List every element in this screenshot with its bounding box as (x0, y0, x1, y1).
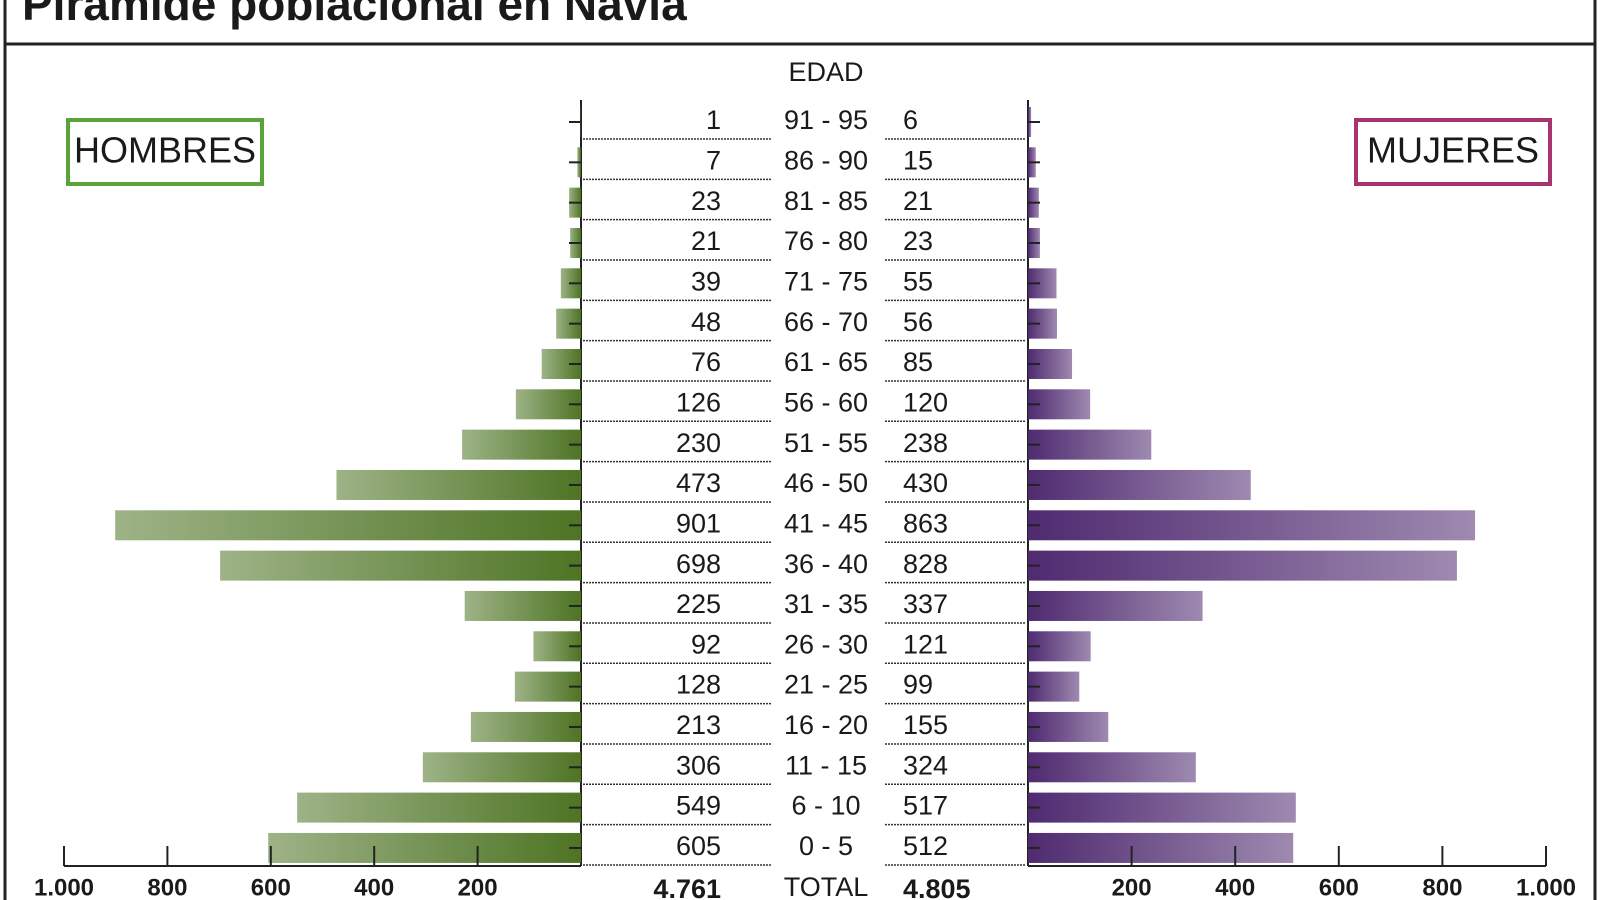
value-label: 23 (691, 186, 721, 216)
value-label: 698 (676, 549, 721, 579)
value-label: 7 (706, 145, 721, 175)
bar (470, 711, 581, 742)
legend-label: MUJERES (1367, 130, 1539, 171)
age-label: 26 - 30 (784, 629, 868, 659)
bar (268, 832, 581, 863)
value-label: 1 (706, 105, 721, 135)
age-label: 71 - 75 (784, 266, 868, 296)
bar (1028, 469, 1251, 500)
total-name: TOTAL (784, 872, 869, 900)
bar (1028, 752, 1196, 783)
value-label: 55 (903, 266, 933, 296)
bar (1028, 510, 1476, 541)
age-label: 21 - 25 (784, 670, 868, 700)
bar (220, 550, 581, 581)
age-label: 0 - 5 (799, 831, 853, 861)
bar (336, 469, 581, 500)
value-label: 39 (691, 266, 721, 296)
age-label: 16 - 20 (784, 710, 868, 740)
age-label: 6 - 10 (791, 791, 860, 821)
age-label: 61 - 65 (784, 347, 868, 377)
legend-label: HOMBRES (74, 130, 256, 171)
chart-title: Pirámide poblacional en Navia (22, 0, 687, 30)
total-label: 4.805 (903, 874, 971, 900)
age-label: 11 - 15 (785, 750, 867, 780)
bar (1028, 792, 1296, 823)
value-label: 324 (903, 750, 948, 780)
age-label: 66 - 70 (784, 307, 868, 337)
age-label: 41 - 45 (784, 508, 868, 538)
age-label: 31 - 35 (784, 589, 868, 619)
bar (464, 590, 581, 621)
x-tick-label: 1.000 (34, 874, 94, 900)
value-label: 126 (676, 387, 721, 417)
x-tick-label: 200 (1112, 874, 1152, 900)
value-label: 76 (691, 347, 721, 377)
bar (1028, 429, 1152, 460)
value-label: 863 (903, 508, 948, 538)
value-label: 225 (676, 589, 721, 619)
age-label: 91 - 95 (784, 105, 868, 135)
bar (422, 752, 581, 783)
value-label: 512 (903, 831, 948, 861)
center-label: EDAD (788, 57, 863, 87)
value-label: 517 (903, 791, 948, 821)
x-tick-label: 600 (251, 874, 291, 900)
age-label: 51 - 55 (784, 428, 868, 458)
value-label: 605 (676, 831, 721, 861)
x-tick-label: 800 (1422, 874, 1462, 900)
age-label: 36 - 40 (784, 549, 868, 579)
bar (1028, 590, 1203, 621)
value-label: 430 (903, 468, 948, 498)
value-label: 128 (676, 670, 721, 700)
value-label: 99 (903, 670, 933, 700)
value-label: 549 (676, 791, 721, 821)
value-label: 120 (903, 387, 948, 417)
x-tick-label: 400 (354, 874, 394, 900)
value-label: 473 (676, 468, 721, 498)
age-label: 56 - 60 (784, 387, 868, 417)
legend-box (66, 118, 264, 186)
x-tick-label: 800 (147, 874, 187, 900)
value-label: 92 (691, 629, 721, 659)
value-label: 56 (903, 307, 933, 337)
value-label: 828 (903, 549, 948, 579)
value-label: 23 (903, 226, 933, 256)
bar (462, 429, 581, 460)
bar (297, 792, 581, 823)
bar (1028, 832, 1294, 863)
value-label: 21 (903, 186, 933, 216)
age-label: 86 - 90 (784, 145, 868, 175)
bar (115, 510, 582, 541)
value-label: 901 (676, 508, 721, 538)
legend-box (1354, 118, 1552, 186)
x-tick-label: 200 (458, 874, 498, 900)
frame (3, 0, 1597, 900)
bar (1028, 711, 1109, 742)
bar (1028, 550, 1457, 581)
value-label: 48 (691, 307, 721, 337)
value-label: 213 (676, 710, 721, 740)
value-label: 306 (676, 750, 721, 780)
value-label: 21 (691, 226, 721, 256)
x-tick-label: 400 (1215, 874, 1255, 900)
age-label: 81 - 85 (784, 186, 868, 216)
value-label: 85 (903, 347, 933, 377)
x-tick-label: 1.000 (1516, 874, 1576, 900)
value-label: 15 (903, 145, 933, 175)
value-label: 6 (903, 105, 918, 135)
value-label: 230 (676, 428, 721, 458)
value-label: 337 (903, 589, 948, 619)
age-label: 76 - 80 (784, 226, 868, 256)
value-label: 121 (903, 629, 948, 659)
value-label: 155 (903, 710, 948, 740)
total-label: 4.761 (653, 874, 721, 900)
age-label: 46 - 50 (784, 468, 868, 498)
value-label: 238 (903, 428, 948, 458)
x-tick-label: 600 (1319, 874, 1359, 900)
